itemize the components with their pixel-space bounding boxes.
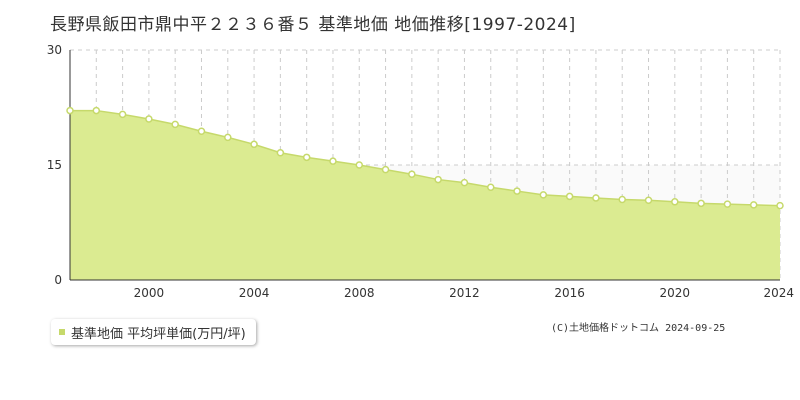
legend-label: 基準地価 平均坪単価(万円/坪): [71, 326, 246, 342]
y-tick-label: 30: [47, 43, 62, 57]
data-point: [671, 198, 679, 206]
data-point: [460, 178, 469, 187]
data-point: [145, 115, 153, 123]
data-point: [539, 191, 548, 199]
data-point: [486, 183, 495, 191]
chart-title: 長野県飯田市鼎中平２２３６番５ 基準地価 地価推移[1997-2024]: [50, 15, 576, 35]
data-point: [618, 195, 626, 204]
x-tick-label: 2012: [449, 286, 480, 300]
series-line: [70, 109, 781, 207]
area-layer: [70, 109, 781, 280]
x-tick-label: 2000: [134, 286, 165, 300]
data-point: [118, 110, 127, 119]
x-tick-labels: 2000 2004 2008 2012 2016 2020 2024: [134, 286, 794, 300]
data-point: [723, 200, 732, 208]
data-point: [776, 201, 784, 210]
data-point: [408, 170, 416, 178]
legend: 基準地価 平均坪単価(万円/坪): [51, 319, 256, 345]
x-tick-label: 2016: [554, 286, 585, 300]
x-tick-label: 2020: [660, 286, 691, 300]
data-point: [66, 106, 74, 115]
data-point: [381, 165, 390, 174]
data-point: [329, 157, 337, 165]
data-point: [644, 196, 653, 205]
data-point: [697, 199, 705, 208]
data-point: [434, 175, 442, 184]
data-point: [513, 187, 521, 195]
data-point: [224, 133, 232, 142]
data-point: [355, 161, 364, 169]
marker-layer: [66, 106, 784, 210]
data-point: [197, 127, 206, 136]
y-tick-label: 15: [47, 158, 62, 172]
data-point: [250, 140, 258, 149]
data-point: [592, 194, 600, 202]
x-tick-label: 2008: [344, 286, 375, 300]
x-tick-label: 2024: [763, 286, 794, 300]
data-point: [302, 153, 311, 162]
data-point: [749, 201, 758, 209]
data-point: [92, 106, 101, 115]
data-point: [171, 120, 179, 129]
y-tick-label: 0: [54, 273, 62, 287]
data-point: [276, 148, 285, 157]
x-tick-label: 2004: [239, 286, 270, 300]
copyright-text: (C)土地価格ドットコム 2024-09-25: [551, 323, 726, 334]
series-area: [70, 110, 780, 280]
axis-layer: [69, 50, 780, 281]
y-tick-labels: 0 15 30: [47, 43, 62, 287]
legend-marker: [59, 329, 65, 335]
data-point: [565, 192, 574, 201]
